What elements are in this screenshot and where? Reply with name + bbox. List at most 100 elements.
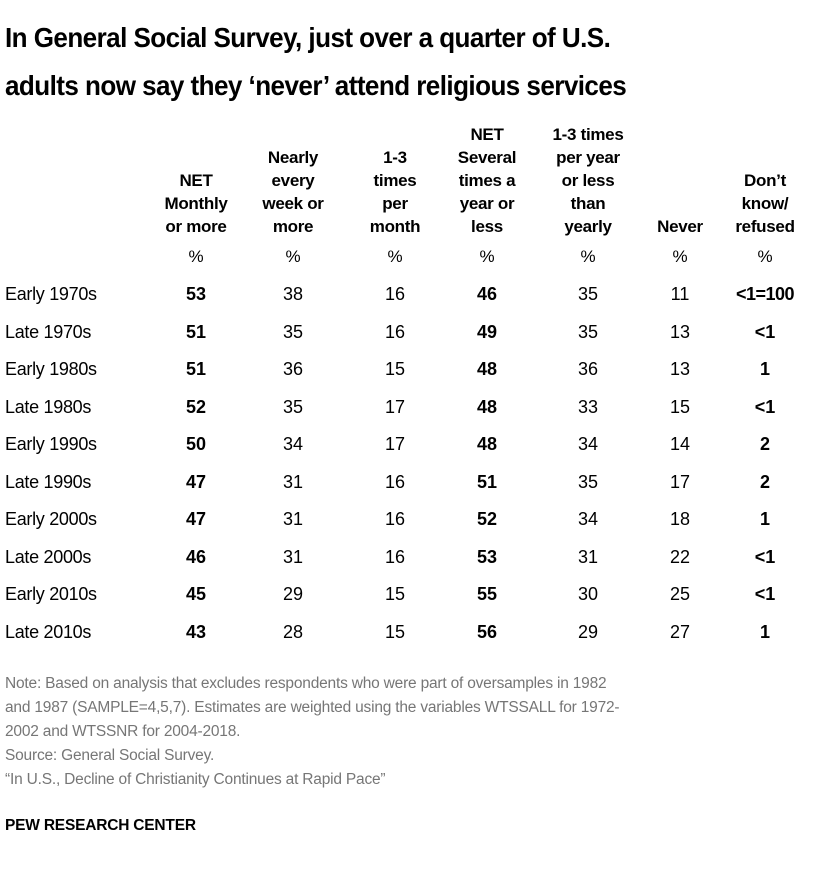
- table-cell: 55: [476, 584, 498, 604]
- table-cell: 52: [185, 396, 207, 417]
- table-cell: 16: [384, 546, 406, 567]
- table-cell: 17: [669, 471, 691, 492]
- table-cell: 53: [185, 284, 207, 304]
- table-cell: 45: [185, 584, 207, 604]
- table-cell: 1: [759, 359, 770, 379]
- table-cell: <1: [754, 546, 776, 567]
- table-cell: 1: [759, 509, 770, 529]
- row-label: Early 1990s: [5, 434, 97, 454]
- table-cell: 46: [476, 284, 498, 304]
- table-cell: 30: [577, 584, 599, 604]
- table-cell: <1=100: [735, 284, 795, 304]
- table-cell: 48: [476, 396, 498, 417]
- table-cell: 15: [669, 396, 691, 417]
- column-header: Don’t know/ refused: [735, 171, 795, 236]
- table-cell: <1: [754, 584, 776, 604]
- title-line: In General Social Survey, just over a qu…: [5, 22, 611, 53]
- title-line: adults now say they ‘never’ attend relig…: [5, 70, 627, 101]
- table-cell: <1: [754, 321, 776, 342]
- table-cell: 35: [282, 396, 304, 417]
- row-label: Early 2000s: [5, 509, 97, 529]
- unit-label: %: [479, 247, 495, 266]
- table-cell: 15: [384, 621, 406, 642]
- table-cell: 34: [577, 509, 599, 529]
- table-cell: 36: [577, 359, 599, 379]
- table-cell: 31: [282, 509, 304, 529]
- table-cell: 16: [384, 284, 406, 304]
- table-cell: 13: [669, 321, 691, 342]
- table-cell: 35: [282, 321, 304, 342]
- column-header: Nearly every week or more: [262, 148, 324, 236]
- table-cell: 17: [384, 434, 406, 454]
- table-cell: 48: [476, 359, 498, 379]
- table-cell: 56: [476, 621, 498, 642]
- column-header: 1-3 times per year or less than yearly: [552, 125, 624, 236]
- note-line: 2002 and WTSSNR for 2004-2018.: [5, 723, 241, 740]
- table-cell: 33: [577, 396, 599, 417]
- table-cell: 50: [185, 434, 207, 454]
- table-cell: 16: [384, 471, 406, 492]
- table-cell: 49: [476, 321, 498, 342]
- table-cell: 47: [185, 471, 207, 492]
- table-cell: 51: [476, 471, 498, 492]
- row-label: Early 1970s: [5, 284, 97, 304]
- table-cell: 51: [185, 321, 207, 342]
- table-cell: 2: [759, 434, 770, 454]
- column-header: NET Several times a year or less: [457, 125, 517, 236]
- table-cell: 38: [282, 284, 304, 304]
- table-cell: 29: [282, 584, 304, 604]
- source: Source: General Social Survey.: [5, 747, 215, 764]
- row-label: Early 2010s: [5, 584, 97, 604]
- table-cell: 31: [577, 546, 599, 567]
- table-cell: 2: [759, 471, 770, 492]
- table-cell: 31: [282, 471, 304, 492]
- table-cell: 18: [669, 509, 691, 529]
- unit-label: %: [580, 247, 596, 266]
- unit-label: %: [757, 247, 773, 266]
- table-cell: 46: [185, 546, 207, 567]
- table-cell: 51: [185, 359, 207, 379]
- row-label: Late 2000s: [5, 546, 92, 567]
- column-header: Never: [657, 217, 703, 236]
- unit-label: %: [285, 247, 301, 266]
- table-cell: 15: [384, 584, 406, 604]
- chart-title: In General Social Survey, just over a qu…: [5, 14, 777, 110]
- table-cell: 25: [669, 584, 691, 604]
- table-cell: 31: [282, 546, 304, 567]
- column-header: 1-3 times per month: [369, 148, 421, 236]
- table-cell: 27: [669, 621, 691, 642]
- row-label: Late 1990s: [5, 471, 92, 492]
- table-cell: 11: [670, 284, 690, 304]
- table-cell: 16: [384, 509, 406, 529]
- note-line: and 1987 (SAMPLE=4,5,7). Estimates are w…: [5, 699, 620, 716]
- table-cell: 15: [384, 359, 406, 379]
- table-cell: 35: [577, 471, 599, 492]
- table-cell: 14: [669, 434, 691, 454]
- row-label: Late 1980s: [5, 396, 92, 417]
- table-cell: 1: [759, 621, 770, 642]
- table-cell: 48: [476, 434, 498, 454]
- column-header: NET Monthly or more: [164, 171, 228, 236]
- table-cell: 34: [282, 434, 304, 454]
- table-cell: 22: [669, 546, 691, 567]
- report-title: “In U.S., Decline of Christianity Contin…: [5, 771, 386, 788]
- table-cell: 16: [384, 321, 406, 342]
- row-label: Late 1970s: [5, 321, 92, 342]
- table-cell: <1: [754, 396, 776, 417]
- brand-logo-text: PEW RESEARCH CENTER: [5, 817, 196, 834]
- unit-label: %: [387, 247, 403, 266]
- row-label: Early 1980s: [5, 359, 97, 379]
- unit-label: %: [672, 247, 688, 266]
- table-cell: 34: [577, 434, 599, 454]
- table-cell: 28: [282, 621, 304, 642]
- table-cell: 35: [577, 284, 599, 304]
- table-cell: 29: [577, 621, 599, 642]
- unit-label: %: [188, 247, 204, 266]
- note-line: Note: Based on analysis that excludes re…: [5, 675, 607, 692]
- table-cell: 17: [384, 396, 406, 417]
- note: Note: Based on analysis that excludes re…: [5, 672, 834, 792]
- row-label: Late 2010s: [5, 621, 92, 642]
- table-cell: 53: [476, 546, 498, 567]
- table-cell: 47: [185, 509, 207, 529]
- table-cell: 36: [282, 359, 304, 379]
